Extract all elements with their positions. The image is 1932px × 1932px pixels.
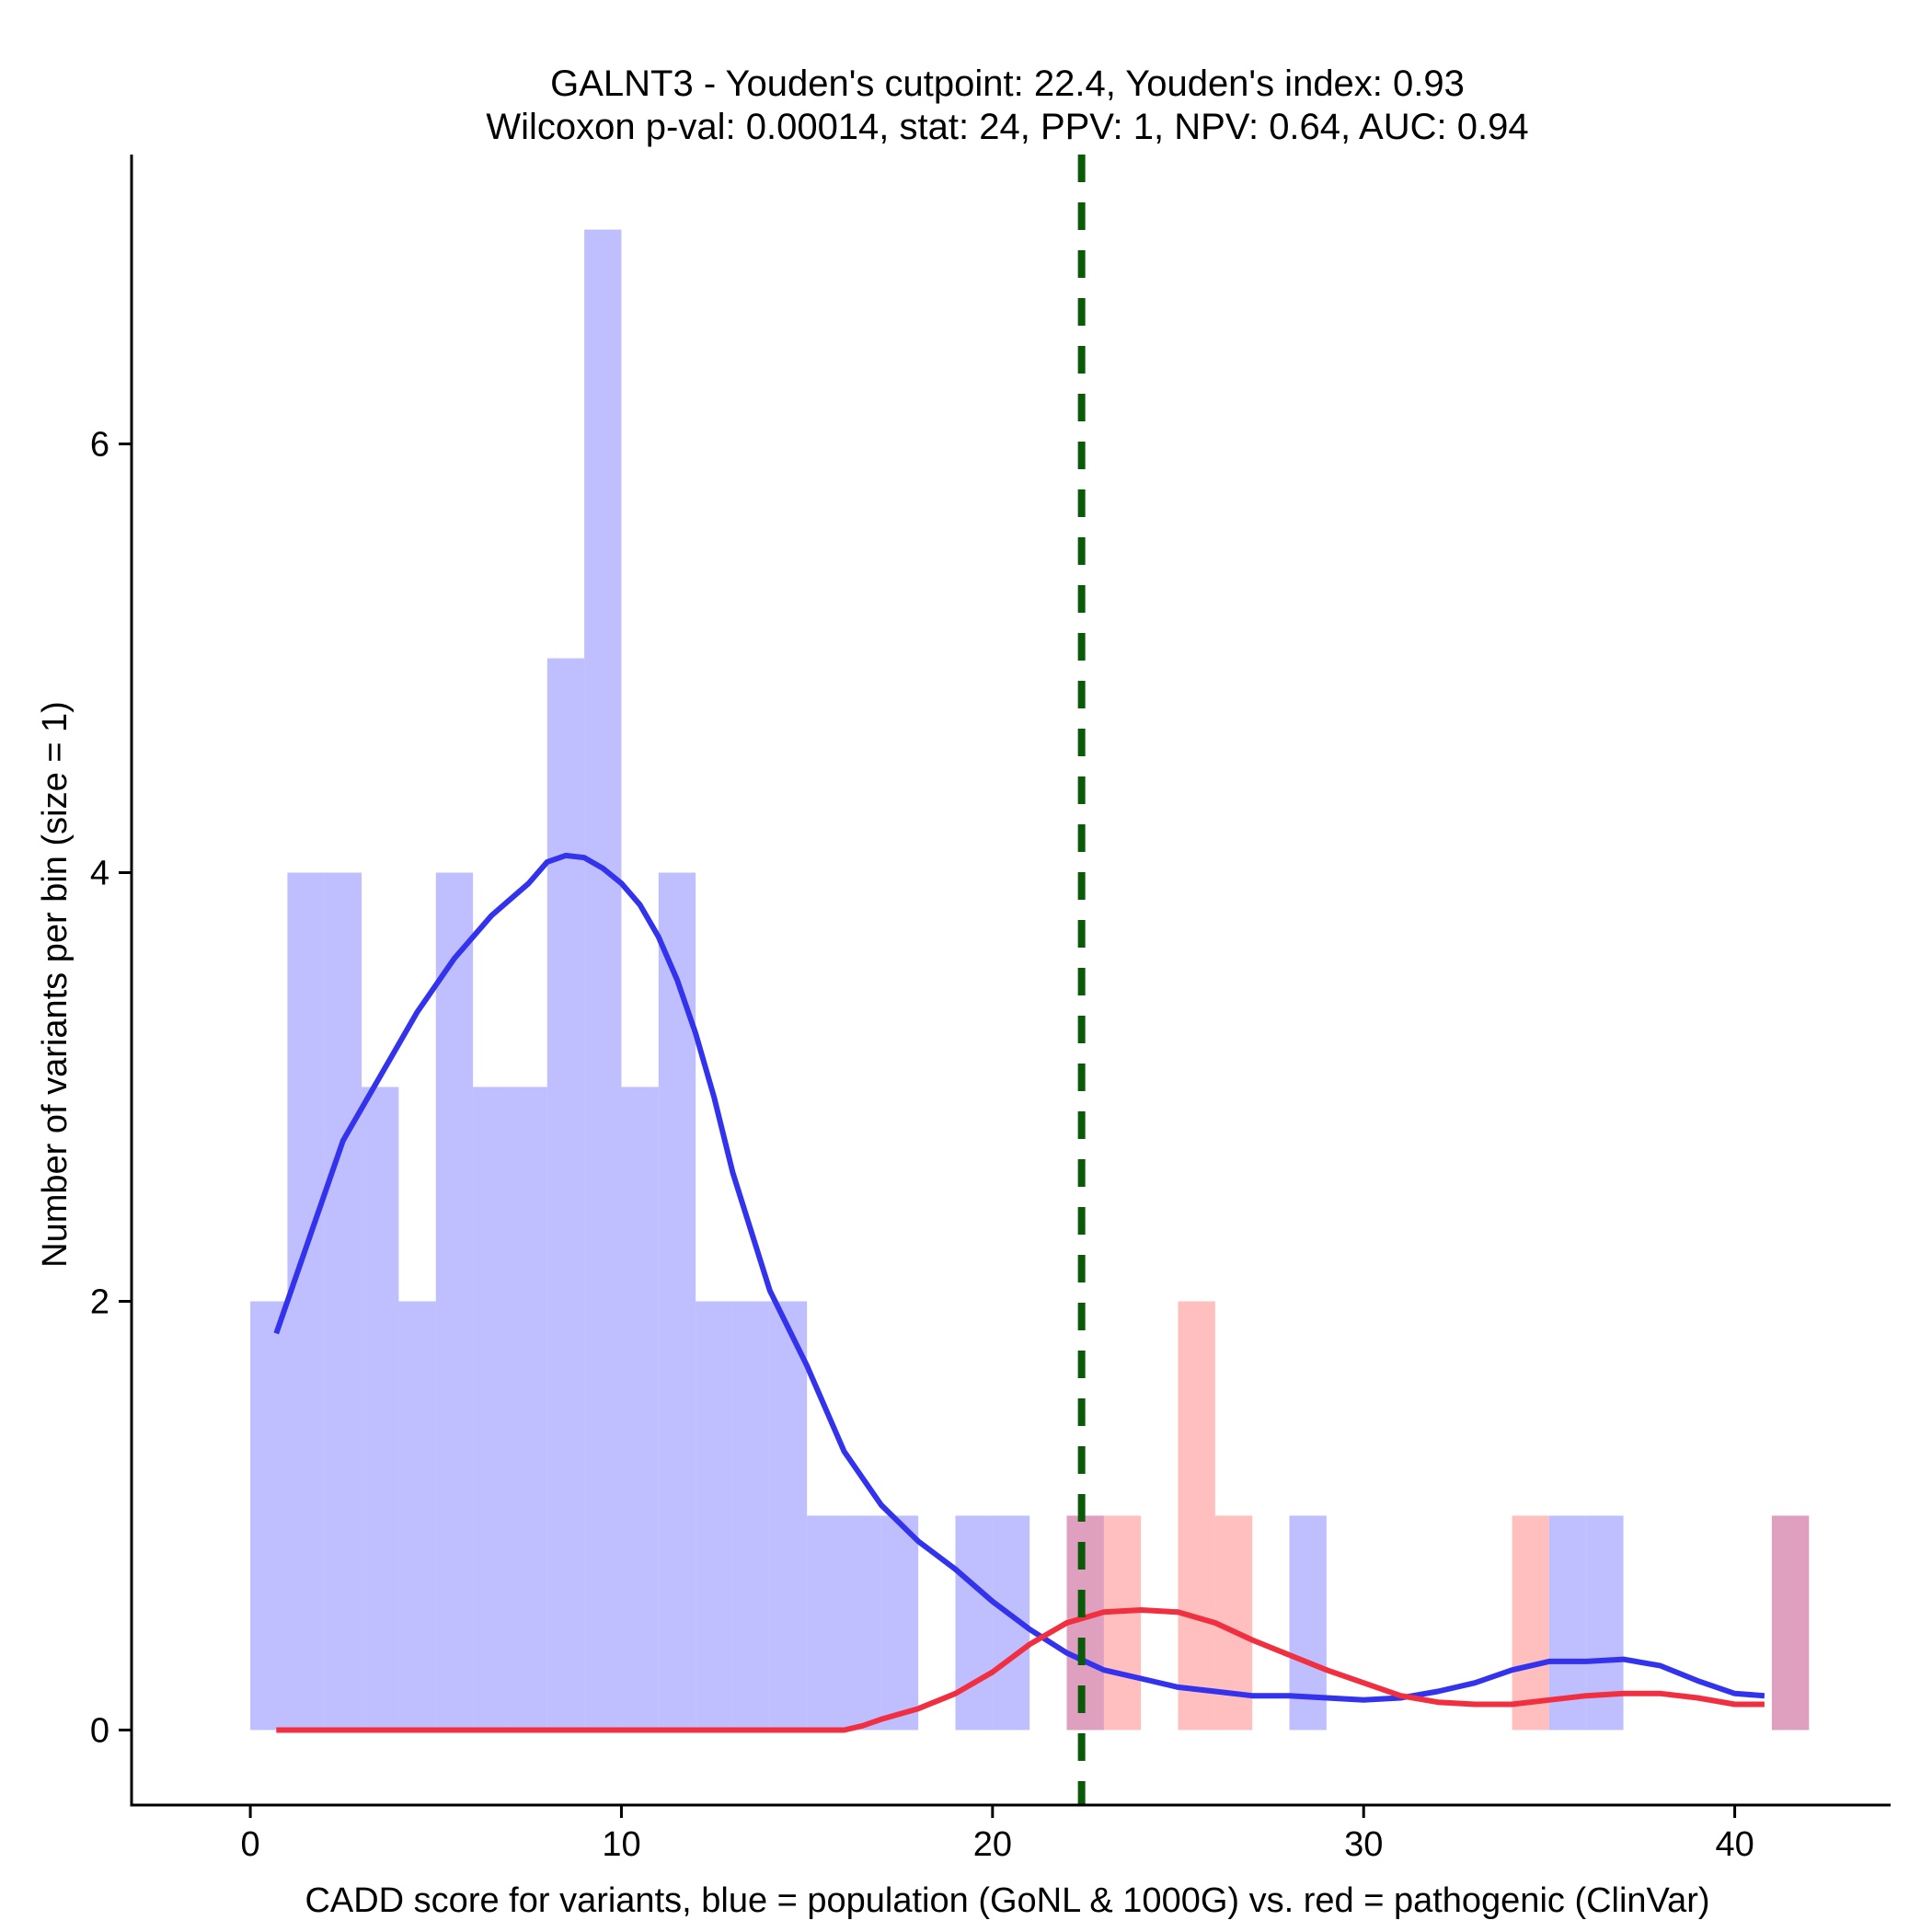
y-tick-label-4: 4 <box>90 855 109 893</box>
population-bar-4 <box>398 1301 436 1731</box>
pathogenic-bars <box>1066 1301 1810 1731</box>
x-axis-ticks: 0 10 20 30 40 <box>241 1805 1754 1864</box>
population-bar-9 <box>584 229 622 1731</box>
y-tick-label-0: 0 <box>90 1711 109 1750</box>
y-axis-ticks: 0 2 4 6 <box>90 426 132 1750</box>
pathogenic-bar-34 <box>1512 1515 1549 1731</box>
population-bar-10 <box>621 1087 659 1731</box>
y-tick-label-6: 6 <box>90 426 109 465</box>
population-bar-13 <box>732 1301 770 1731</box>
population-bar-17 <box>880 1515 919 1731</box>
y-axis-label: Number of variants per bin (size = 1) <box>36 701 75 1268</box>
population-bar-0 <box>250 1301 288 1731</box>
density-curves <box>273 852 1765 1733</box>
x-tick-label-20: 20 <box>973 1825 1012 1864</box>
x-tick-label-10: 10 <box>602 1825 640 1864</box>
x-tick-label-30: 30 <box>1344 1825 1383 1864</box>
pathogenic-bar-41 <box>1771 1515 1810 1731</box>
population-bar-2 <box>324 872 362 1731</box>
x-axis-label: CADD score for variants, blue = populati… <box>305 1881 1709 1920</box>
population-bar-3 <box>362 1087 399 1731</box>
population-bar-1 <box>287 872 325 1731</box>
pathogenic-bar-23 <box>1103 1515 1142 1731</box>
population-bar-5 <box>435 872 474 1731</box>
pathogenic-density-curve <box>276 1607 1765 1733</box>
population-bar-7 <box>510 1087 547 1731</box>
population-bar-16 <box>844 1515 881 1731</box>
population-bars <box>250 229 1810 1731</box>
population-density-curve <box>273 852 1765 1703</box>
population-bar-6 <box>473 1087 511 1731</box>
axes <box>130 155 1891 1807</box>
population-bar-8 <box>546 658 585 1731</box>
population-bar-12 <box>696 1301 733 1731</box>
population-bar-19 <box>955 1515 993 1731</box>
population-bar-14 <box>769 1301 808 1731</box>
x-tick-label-0: 0 <box>241 1825 260 1864</box>
x-tick-label-40: 40 <box>1715 1825 1754 1864</box>
population-bar-15 <box>807 1515 845 1731</box>
population-bar-11 <box>658 872 696 1731</box>
chart-title-line-1: GALNT3 - Youden's cutpoint: 22.4, Youden… <box>550 63 1465 104</box>
pathogenic-bar-25 <box>1178 1301 1215 1731</box>
chart-title-line-2: Wilcoxon p-val: 0.00014, stat: 24, PPV: … <box>486 107 1528 147</box>
y-tick-label-2: 2 <box>90 1282 109 1321</box>
